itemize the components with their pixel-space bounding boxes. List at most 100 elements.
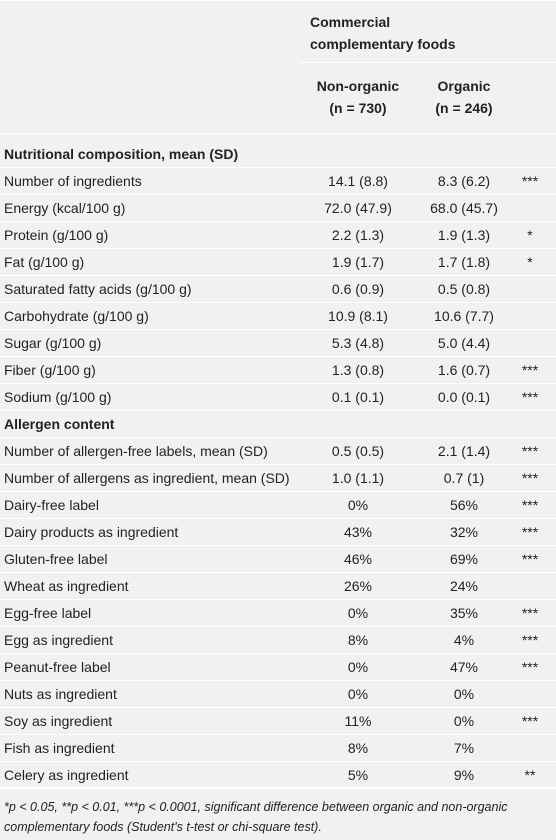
significance: ***: [521, 632, 539, 648]
row-label: Energy (kcal/100 g): [4, 200, 126, 216]
cell-value: 26%: [343, 578, 373, 594]
row-rule: [0, 275, 556, 276]
cell-value: 0%: [347, 686, 369, 702]
group-header: complementary foods: [310, 36, 456, 52]
cell-value: 2.2 (1.3): [331, 227, 385, 243]
row-label: Protein (g/100 g): [4, 227, 109, 243]
significance: ***: [521, 524, 539, 540]
cell-value: 10.9 (8.1): [328, 308, 388, 324]
row-label: Wheat as ingredient: [4, 578, 129, 594]
row-label: Dairy-free label: [4, 497, 99, 513]
significance: ***: [521, 659, 539, 675]
cell-value: 0%: [347, 497, 369, 513]
row-rule: [0, 788, 556, 789]
significance: ***: [521, 389, 539, 405]
row-rule: [0, 518, 556, 519]
column-n: (n = 246): [435, 100, 493, 116]
cell-value: 1.3 (0.8): [331, 362, 385, 378]
cell-value: 0.6 (0.9): [331, 281, 385, 297]
cell-value: 56%: [449, 497, 479, 513]
cell-value: 0.0 (0.1): [437, 389, 491, 405]
cell-value: 0.5 (0.8): [437, 281, 491, 297]
row-label: Sugar (g/100 g): [4, 335, 102, 351]
cell-value: 5%: [347, 767, 369, 783]
cell-value: 1.7 (1.8): [437, 254, 491, 270]
row-label: Number of allergen-free labels, mean (SD…: [4, 443, 268, 459]
cell-value: 0%: [347, 605, 369, 621]
row-rule: [0, 545, 556, 546]
row-rule: [0, 626, 556, 627]
significance: ***: [521, 443, 539, 459]
row-rule: [0, 221, 556, 222]
row-rule: [0, 194, 556, 195]
cell-value: 43%: [343, 524, 373, 540]
row-label: Egg-free label: [4, 605, 92, 621]
cell-value: 1.9 (1.3): [437, 227, 491, 243]
section-title: Allergen content: [4, 416, 115, 432]
cell-value: 72.0 (47.9): [324, 200, 392, 216]
significance: ***: [521, 362, 539, 378]
row-rule: [0, 761, 556, 762]
cell-value: 4%: [453, 632, 475, 648]
rule: [0, 787, 556, 788]
cell-value: 8%: [347, 632, 369, 648]
cell-value: 7%: [453, 740, 475, 756]
row-rule: [0, 410, 556, 411]
row-label: Fiber (g/100 g): [4, 362, 96, 378]
cell-value: 24%: [449, 578, 479, 594]
significance: ***: [521, 173, 539, 189]
row-label: Saturated fatty acids (g/100 g): [4, 281, 192, 297]
row-rule: [0, 167, 556, 168]
column-n: (n = 730): [329, 100, 387, 116]
row-label: Soy as ingredient: [4, 713, 113, 729]
rule: [0, 133, 556, 134]
rule: [300, 62, 556, 63]
row-label: Gluten-free label: [4, 551, 108, 567]
row-label: Celery as ingredient: [4, 767, 129, 783]
row-label: Fish as ingredient: [4, 740, 115, 756]
cell-value: 9%: [453, 767, 475, 783]
row-rule: [0, 734, 556, 735]
footnote: *p < 0.05, **p < 0.01, ***p < 0.0001, si…: [4, 800, 508, 834]
significance: **: [524, 767, 536, 783]
row-label: Number of ingredients: [4, 173, 142, 189]
cell-value: 14.1 (8.8): [328, 173, 388, 189]
cell-value: 5.0 (4.4): [437, 335, 491, 351]
row-label: Dairy products as ingredient: [4, 524, 179, 540]
significance: ***: [521, 497, 539, 513]
row-label: Egg as ingredient: [4, 632, 113, 648]
row-rule: [0, 572, 556, 573]
column-header: Organic: [437, 78, 491, 94]
row-rule: [0, 464, 556, 465]
row-label: Peanut-free label: [4, 659, 111, 675]
significance: ***: [521, 605, 539, 621]
row-rule: [0, 356, 556, 357]
row-label: Nuts as ingredient: [4, 686, 117, 702]
significance: ***: [521, 713, 539, 729]
row-rule: [0, 302, 556, 303]
cell-value: 1.0 (1.1): [331, 470, 385, 486]
row-rule: [0, 248, 556, 249]
cell-value: 11%: [344, 713, 372, 729]
cell-value: 35%: [449, 605, 479, 621]
cell-value: 68.0 (45.7): [430, 200, 498, 216]
cell-value: 0.1 (0.1): [331, 389, 385, 405]
cell-value: 47%: [449, 659, 479, 675]
cell-value: 2.1 (1.4): [437, 443, 491, 459]
cell-value: 1.6 (0.7): [437, 362, 491, 378]
cell-value: 10.6 (7.7): [434, 308, 494, 324]
cell-value: 0%: [347, 659, 369, 675]
cell-value: 69%: [449, 551, 479, 567]
cell-value: 0%: [453, 686, 475, 702]
row-rule: [0, 599, 556, 600]
section-title: Nutritional composition, mean (SD): [4, 146, 239, 162]
significance: ***: [521, 551, 539, 567]
cell-value: 5.3 (4.8): [331, 335, 385, 351]
cell-value: 46%: [343, 551, 373, 567]
row-rule: [0, 707, 556, 708]
column-header: Non-organic: [316, 78, 400, 94]
cell-value: 1.9 (1.7): [331, 254, 385, 270]
row-rule: [0, 680, 556, 681]
rule: [0, 0, 556, 1]
